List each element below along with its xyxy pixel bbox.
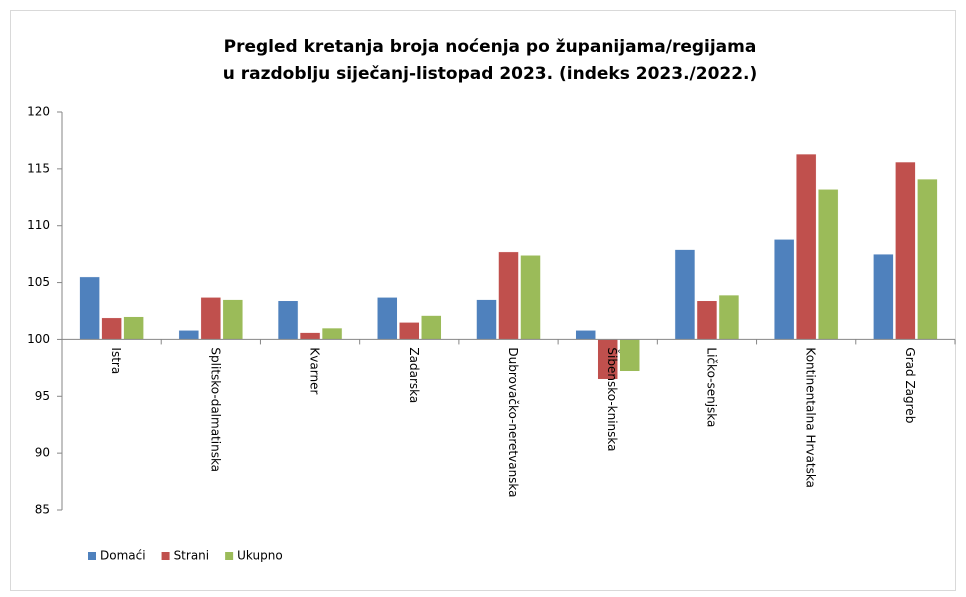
legend-swatch <box>161 552 170 560</box>
y-tick-label: 115 <box>27 161 50 175</box>
y-tick-label: 90 <box>35 446 50 460</box>
chart-title: u razdoblju siječanj-listopad 2023. (ind… <box>223 64 758 84</box>
bar <box>619 339 640 372</box>
chart-title: Pregled kretanja broja noćenja po župani… <box>224 37 757 57</box>
x-tick-label: Istra <box>109 347 123 374</box>
bar <box>718 294 740 340</box>
bar <box>101 317 122 340</box>
bar <box>674 249 696 340</box>
bar <box>498 251 519 340</box>
bar <box>79 276 100 340</box>
x-tick-label: Splitsko-dalmatinska <box>208 347 222 472</box>
bar <box>575 330 596 340</box>
bar <box>299 332 321 340</box>
legend-swatch <box>225 552 234 560</box>
bar <box>873 253 894 340</box>
bar <box>520 255 541 340</box>
bar <box>476 299 497 340</box>
y-tick-label: 120 <box>27 105 50 119</box>
y-tick-label: 95 <box>35 389 50 403</box>
legend-label: Strani <box>174 549 210 563</box>
x-tick-label: Šibensko-kninska <box>605 347 620 451</box>
bar <box>321 327 343 340</box>
y-tick-label: 85 <box>35 503 50 517</box>
x-tick-label: Kvarner <box>308 347 322 394</box>
legend-label: Domaći <box>100 549 146 563</box>
legend-swatch <box>88 552 96 560</box>
bar <box>200 297 222 340</box>
bar <box>696 300 718 340</box>
x-tick-label: Grad Zagreb <box>903 347 917 423</box>
bar <box>277 300 299 340</box>
bar <box>399 322 420 340</box>
bar <box>795 153 817 340</box>
bar <box>773 239 795 340</box>
y-tick-label: 105 <box>27 275 50 289</box>
bar <box>421 315 442 340</box>
bar <box>123 316 144 340</box>
x-tick-label: Zadarska <box>407 347 421 403</box>
y-tick-label: 100 <box>27 332 50 346</box>
y-tick-label: 110 <box>27 218 50 232</box>
bar <box>895 161 916 340</box>
legend-label: Ukupno <box>237 549 283 563</box>
bar <box>917 178 938 340</box>
x-tick-label: Ličko-senjska <box>704 347 718 427</box>
bar <box>377 297 398 340</box>
x-tick-label: Dubrovačko-neretvanska <box>506 347 520 497</box>
x-tick-label: Kontinentalna Hrvatska <box>804 347 818 487</box>
bar <box>178 330 200 340</box>
bar <box>222 299 244 340</box>
bar <box>817 189 839 340</box>
